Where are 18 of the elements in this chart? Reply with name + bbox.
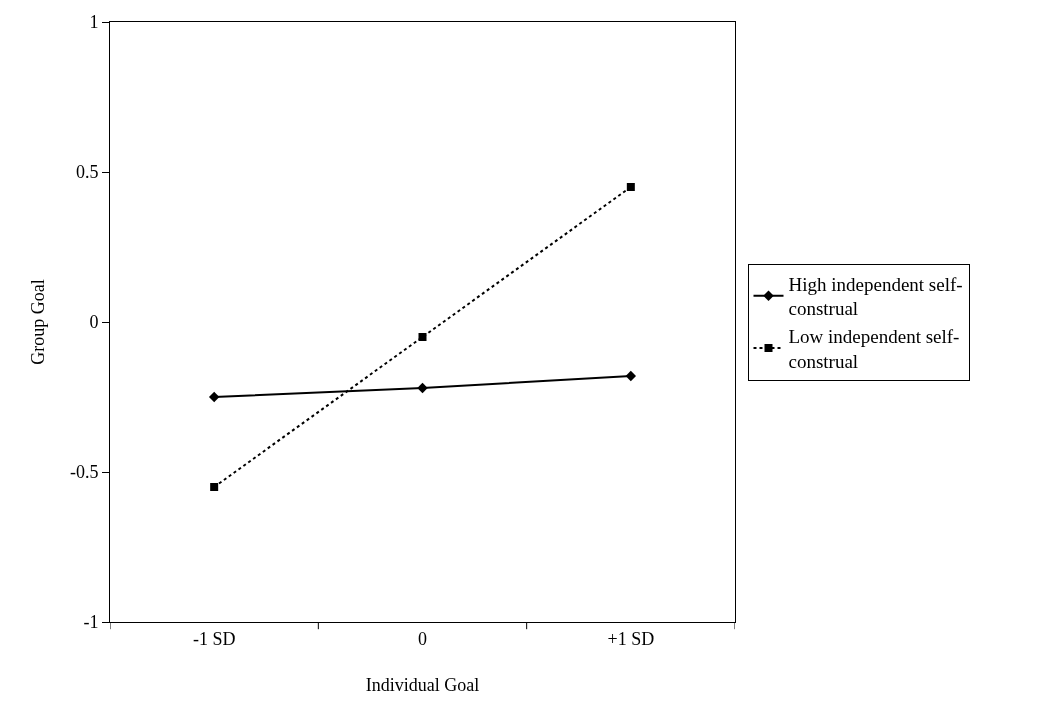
point (210, 483, 219, 491)
legend-label: High independent self-construal (788, 273, 963, 320)
y-tick-label: 0.5 (75, 162, 99, 183)
x-axis-title: Individual Goal (365, 674, 480, 695)
x-tick-label: +1 SD (607, 628, 655, 649)
y-axis-title: Group Goal (28, 279, 49, 365)
point (625, 370, 637, 382)
legend-label: Low independent self-construal (788, 326, 960, 372)
y-tick-label: -0.5 (69, 462, 99, 483)
y-tick-label: 1 (89, 12, 99, 33)
point (208, 391, 220, 403)
x-tick-label: 0 (418, 628, 427, 649)
point (418, 333, 427, 341)
y-tick-label: -1 (83, 612, 99, 633)
point (417, 382, 428, 394)
point (626, 183, 635, 191)
y-tick-label: 0 (89, 312, 99, 333)
x-tick-label: -1 SD (192, 628, 236, 649)
